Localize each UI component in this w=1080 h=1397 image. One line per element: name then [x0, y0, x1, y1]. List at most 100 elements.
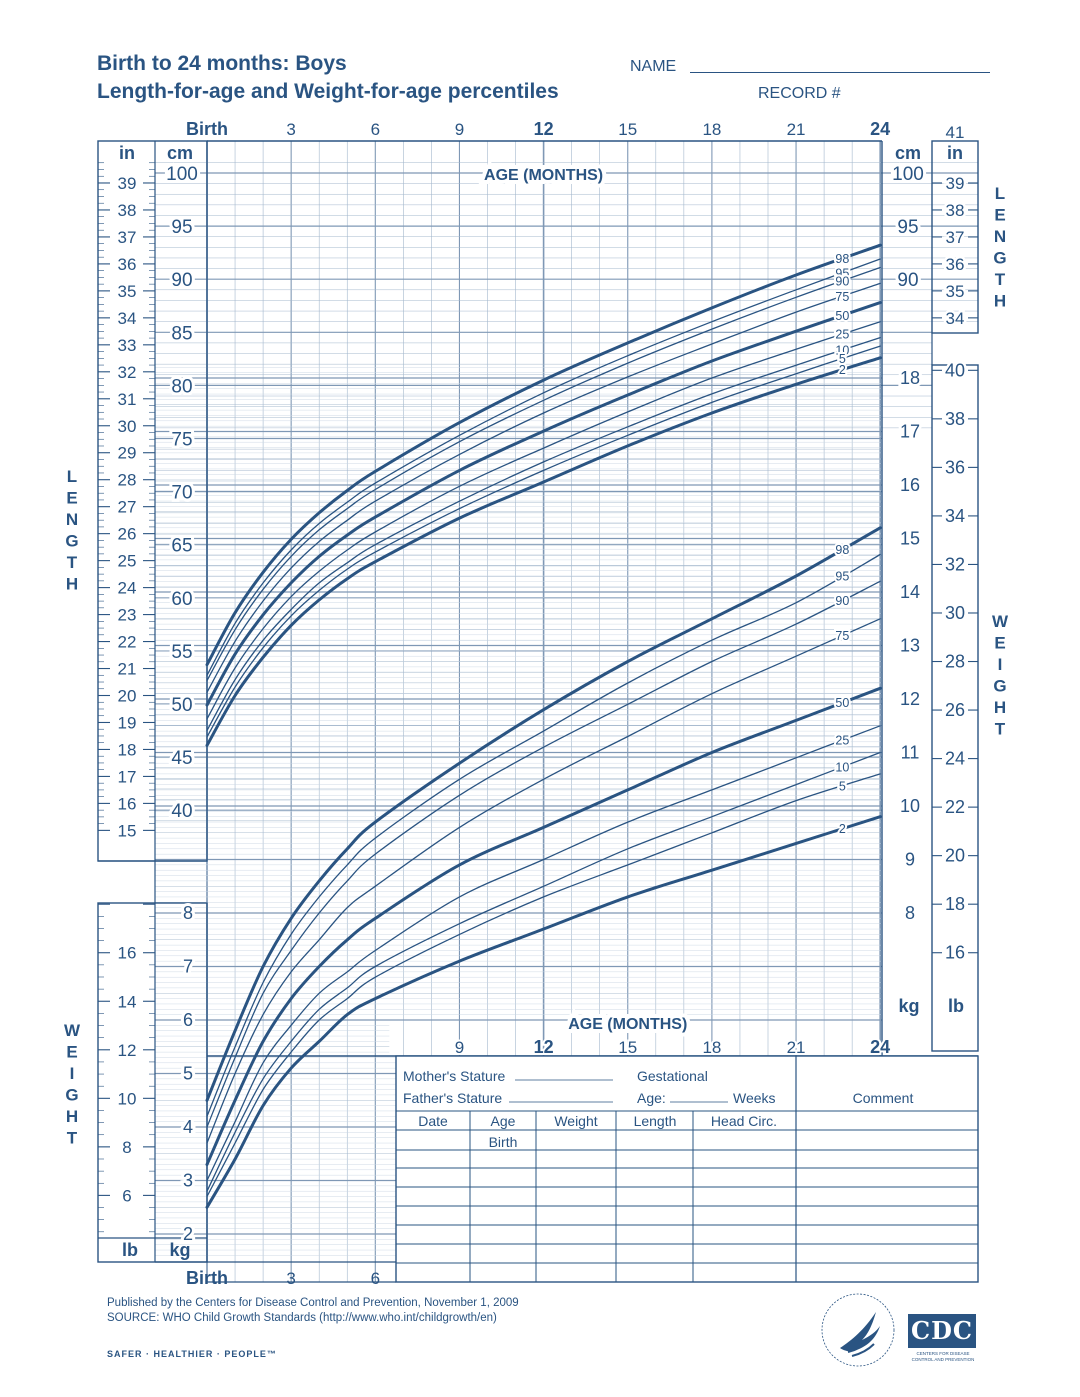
weight-lb-tick: 26	[945, 700, 965, 720]
age-tick-label: 18	[702, 120, 721, 139]
age-tick-label: 6	[371, 120, 380, 139]
age-tick-label: 24	[870, 1037, 890, 1057]
weight-lb-tick: 18	[945, 894, 965, 914]
length-curve-p90	[206, 266, 881, 682]
cdc-logo-mark: CDC	[908, 1314, 976, 1348]
lb-unit-label: lb	[948, 996, 964, 1016]
length-cm-tick: 90	[897, 270, 918, 291]
age-tick-label: Birth	[186, 1268, 228, 1288]
length-curve-p75	[206, 282, 881, 693]
age-tick-label: 41	[946, 123, 965, 142]
weight-axis-title: W	[992, 612, 1009, 631]
length-cm-tick: 60	[171, 589, 192, 610]
length-percentile-label: 98	[835, 252, 849, 266]
age-tick-label: 21	[787, 120, 806, 139]
weight-percentile-label: 5	[839, 779, 846, 793]
weight-kg-tick: 10	[900, 796, 920, 816]
length-in-tick: 28	[118, 471, 137, 490]
weight-lb-tick: 20	[945, 846, 965, 866]
weight-axis-title: I	[998, 655, 1003, 674]
weight-percentile-label: 10	[835, 760, 849, 774]
length-curve-p5	[206, 345, 881, 738]
weight-curve-p50	[205, 686, 882, 1166]
weight-lb-tick: 10	[118, 1089, 137, 1108]
weight-axis-title: H	[66, 1107, 78, 1126]
length-cm-tick: 80	[171, 376, 192, 397]
length-axis-title: T	[67, 553, 78, 572]
lb-unit-label: lb	[122, 1240, 138, 1260]
weight-lb-tick: 30	[945, 603, 965, 623]
weight-axis-title: E	[66, 1043, 77, 1062]
length-in-tick: 30	[118, 417, 137, 436]
weight-kg-tick: 12	[900, 689, 920, 709]
weight-curve-p10	[206, 751, 881, 1192]
weight-kg-tick: 2	[183, 1224, 193, 1244]
weight-percentile-label: 98	[835, 543, 849, 557]
weight-lb-tick: 8	[122, 1138, 131, 1157]
length-cm-tick: 100	[166, 164, 198, 185]
length-cm-tick: 75	[171, 430, 192, 451]
length-in-tick: 33	[118, 336, 137, 355]
length-in-tick: 35	[946, 282, 965, 301]
length-cm-tick: 90	[171, 270, 192, 291]
length-cm-tick: 55	[171, 642, 192, 663]
length-curve-p98	[205, 243, 882, 667]
weight-lb-tick: 14	[118, 992, 137, 1011]
length-in-tick: 21	[118, 660, 137, 679]
weight-curve-p2	[205, 815, 882, 1209]
age-axis-title: AGE (MONTHS)	[484, 167, 603, 184]
chart-title-line1: Birth to 24 months: Boys	[97, 52, 347, 75]
length-in-tick: 17	[118, 767, 137, 786]
length-curve-p25	[206, 321, 881, 720]
weight-lb-tick: 12	[118, 1041, 137, 1060]
table-column-header: Date	[418, 1113, 448, 1129]
length-in-tick: 18	[118, 740, 137, 759]
weight-kg-tick: 17	[900, 422, 920, 442]
length-curve-p2	[205, 356, 882, 747]
growth-chart: Mother's Stature Father's Stature Gestatio…	[64, 119, 1009, 1288]
slogan: SAFER · HEALTHIER · PEOPLE™	[107, 1349, 277, 1359]
length-in-tick: 38	[946, 201, 965, 220]
weight-axis-title: I	[70, 1064, 75, 1083]
length-in-tick: 16	[118, 794, 137, 813]
published-note: Published by the Centers for Disease Con…	[107, 1297, 519, 1309]
age-tick-label: 3	[286, 1269, 295, 1288]
weight-lb-tick: 38	[945, 409, 965, 429]
weight-kg-tick: 8	[905, 903, 915, 923]
age-axis-title: AGE (MONTHS)	[568, 1016, 687, 1033]
weight-lb-tick: 32	[945, 554, 965, 574]
length-cm-tick: 65	[171, 536, 192, 557]
length-in-tick: 37	[946, 228, 965, 247]
record-field[interactable]	[858, 100, 990, 101]
age-tick-label: 12	[534, 1037, 554, 1057]
length-axis-title: G	[993, 249, 1006, 268]
length-in-tick: 19	[118, 713, 137, 732]
length-percentile-label: 75	[835, 290, 849, 304]
table-column-header: Weight	[554, 1113, 597, 1129]
weight-lb-panel-right	[931, 364, 979, 1052]
length-in-tick: 36	[946, 255, 965, 274]
weight-lb-tick: 24	[945, 749, 965, 769]
name-label: NAME	[630, 58, 677, 75]
length-curve-p50	[205, 301, 882, 707]
name-field[interactable]	[690, 72, 990, 73]
weight-percentile-label: 50	[835, 696, 849, 710]
weight-kg-tick: 11	[901, 743, 920, 763]
age-tick-label: 9	[455, 1038, 464, 1057]
length-axis-title: E	[994, 206, 1005, 225]
length-axis-title: H	[994, 292, 1006, 311]
weight-lb-tick: 6	[122, 1186, 131, 1205]
length-cm-tick: 40	[171, 801, 192, 822]
length-axis-title: G	[65, 532, 78, 551]
length-in-tick: 34	[118, 309, 137, 328]
weight-axis-title: G	[65, 1086, 78, 1105]
weight-lb-panel	[97, 902, 208, 1263]
weight-curve-p5	[206, 773, 881, 1198]
gestational-label: Gestational	[637, 1068, 708, 1084]
cdc-logo: CDC CENTERS FOR DISEASE CONTROL AND PREV…	[908, 1314, 978, 1366]
age-tick-label: 21	[787, 1038, 806, 1057]
in-unit-label: in	[119, 143, 135, 163]
length-cm-tick: 95	[897, 217, 918, 238]
record-table: Mother's Stature Father's Stature Gestatio…	[395, 1055, 979, 1283]
length-in-tick: 36	[118, 255, 137, 274]
